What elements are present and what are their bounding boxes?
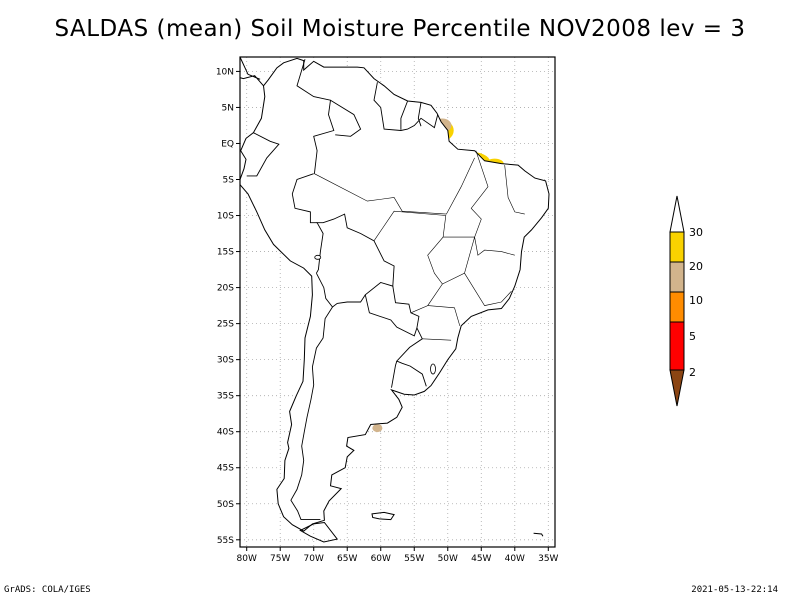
lon-tick-label: 70W bbox=[304, 554, 324, 564]
lat-tick-label: 15S bbox=[217, 248, 234, 258]
lat-tick-label: 5S bbox=[223, 176, 235, 186]
colorbar-over-triangle bbox=[669, 195, 685, 233]
colorbar-label: 5 bbox=[689, 330, 696, 343]
lake-titicaca bbox=[314, 254, 322, 260]
state-border bbox=[314, 157, 475, 215]
lat-tick-label: 45S bbox=[217, 464, 234, 474]
country-border bbox=[373, 82, 439, 131]
lat-tick-label: 20S bbox=[217, 284, 234, 294]
latitude-axis: 10N 5N EQ 5S 10S 15S 20S 25S 30S 35S 40S 45S 50S 55S bbox=[216, 67, 240, 546]
falkland-islands bbox=[371, 511, 395, 521]
lon-tick-label: 40W bbox=[505, 554, 525, 564]
country-border bbox=[246, 132, 280, 177]
lat-tick-label: 35S bbox=[217, 392, 234, 402]
lat-tick-label: 25S bbox=[217, 320, 234, 330]
footer-timestamp: 2021-05-13-22:14 bbox=[691, 585, 778, 595]
colorbar-under-triangle bbox=[669, 369, 685, 407]
lon-tick-label: 45W bbox=[471, 554, 491, 564]
colorbar-segment bbox=[669, 231, 685, 263]
map-frame bbox=[239, 56, 556, 548]
footer-credit: GrADS: COLA/IGES bbox=[4, 585, 91, 595]
country-border bbox=[417, 102, 422, 127]
tierra-del-fuego bbox=[299, 521, 339, 543]
lat-tick-label: 55S bbox=[217, 536, 234, 546]
country-border bbox=[296, 59, 335, 174]
south-georgia bbox=[533, 532, 544, 537]
colorbar-segment bbox=[669, 291, 685, 323]
lon-tick-label: 75W bbox=[270, 554, 290, 564]
lon-tick-label: 50W bbox=[438, 554, 458, 564]
lon-tick-label: 60W bbox=[371, 554, 391, 564]
country-border bbox=[330, 99, 362, 137]
colorbar-label: 30 bbox=[689, 226, 703, 239]
lon-tick-label: 80W bbox=[237, 554, 257, 564]
state-border bbox=[464, 273, 512, 306]
state-border bbox=[373, 210, 447, 314]
lat-tick-label: 5N bbox=[222, 103, 234, 113]
colorbar: 30 20 10 5 2 bbox=[669, 195, 703, 407]
country-border bbox=[315, 213, 395, 308]
coastline-and-borders bbox=[240, 57, 550, 543]
state-border bbox=[442, 236, 475, 285]
longitude-axis: 80W 75W 70W 65W 60W 55W 50W 45W 40W 35W bbox=[237, 547, 559, 564]
lon-tick-label: 65W bbox=[337, 554, 357, 564]
colorbar-segment bbox=[669, 321, 685, 371]
state-border bbox=[504, 165, 525, 215]
country-border bbox=[391, 360, 398, 388]
state-border bbox=[422, 338, 452, 341]
colorbar-label: 2 bbox=[689, 366, 696, 379]
lat-tick-label: 50S bbox=[217, 500, 234, 510]
country-border bbox=[400, 100, 409, 130]
central-america-coast bbox=[240, 57, 264, 87]
fill-bahia-blanca-tan bbox=[372, 424, 383, 433]
lat-tick-label: 30S bbox=[217, 356, 234, 366]
lat-tick-label: 40S bbox=[217, 428, 234, 438]
lon-tick-label: 35W bbox=[538, 554, 558, 564]
country-border bbox=[396, 327, 427, 387]
plot-title: SALDAS (mean) Soil Moisture Percentile N… bbox=[54, 16, 746, 42]
state-border bbox=[427, 305, 461, 326]
lat-tick-label: 10S bbox=[217, 212, 234, 222]
lon-tick-label: 55W bbox=[404, 554, 424, 564]
colorbar-label: 20 bbox=[689, 260, 703, 273]
lat-tick-label: 10N bbox=[216, 67, 234, 77]
colorbar-label: 10 bbox=[689, 294, 703, 307]
lagoa-dos-patos bbox=[430, 363, 436, 375]
country-border bbox=[290, 306, 333, 521]
lat-tick-label: EQ bbox=[221, 139, 234, 149]
colorbar-segment bbox=[669, 261, 685, 293]
